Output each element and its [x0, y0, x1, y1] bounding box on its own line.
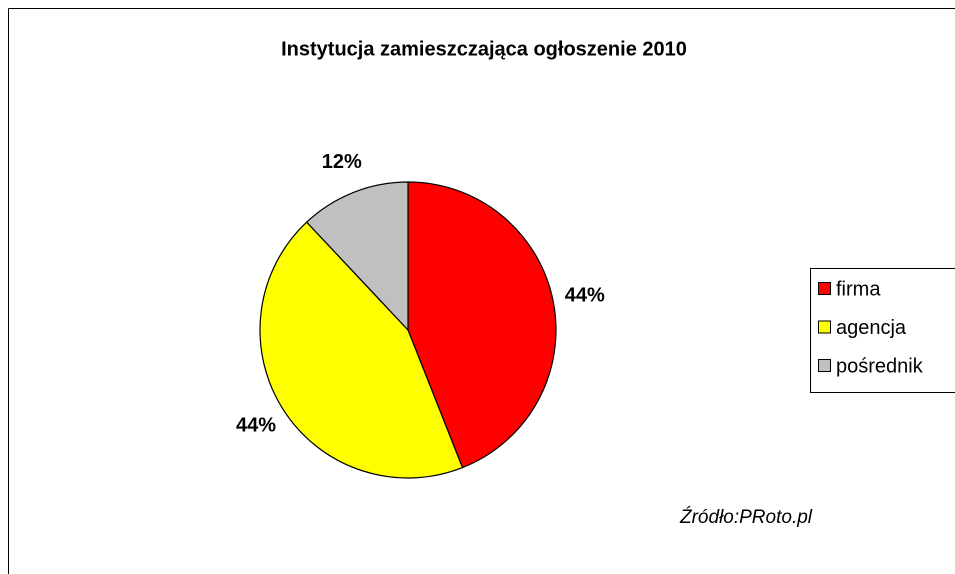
legend-label: pośrednik — [836, 355, 924, 377]
pie-slice — [259, 221, 464, 479]
pie-slice — [407, 181, 557, 469]
legend-swatch — [818, 282, 831, 295]
legend-label: agencja — [836, 317, 907, 339]
annotation: Źródło:PRoto.pl — [679, 507, 813, 528]
data-label: 44% — [565, 285, 605, 307]
data-label: 12% — [322, 151, 362, 173]
legend-box — [810, 268, 955, 393]
data-label: 44% — [236, 415, 276, 437]
pie-slice — [305, 181, 409, 332]
legend-swatch — [818, 359, 831, 372]
chart-title: Instytucja zamieszczająca ogłoszenie 201… — [281, 38, 687, 60]
legend-swatch — [818, 320, 831, 334]
legend-label: firma — [836, 278, 881, 300]
